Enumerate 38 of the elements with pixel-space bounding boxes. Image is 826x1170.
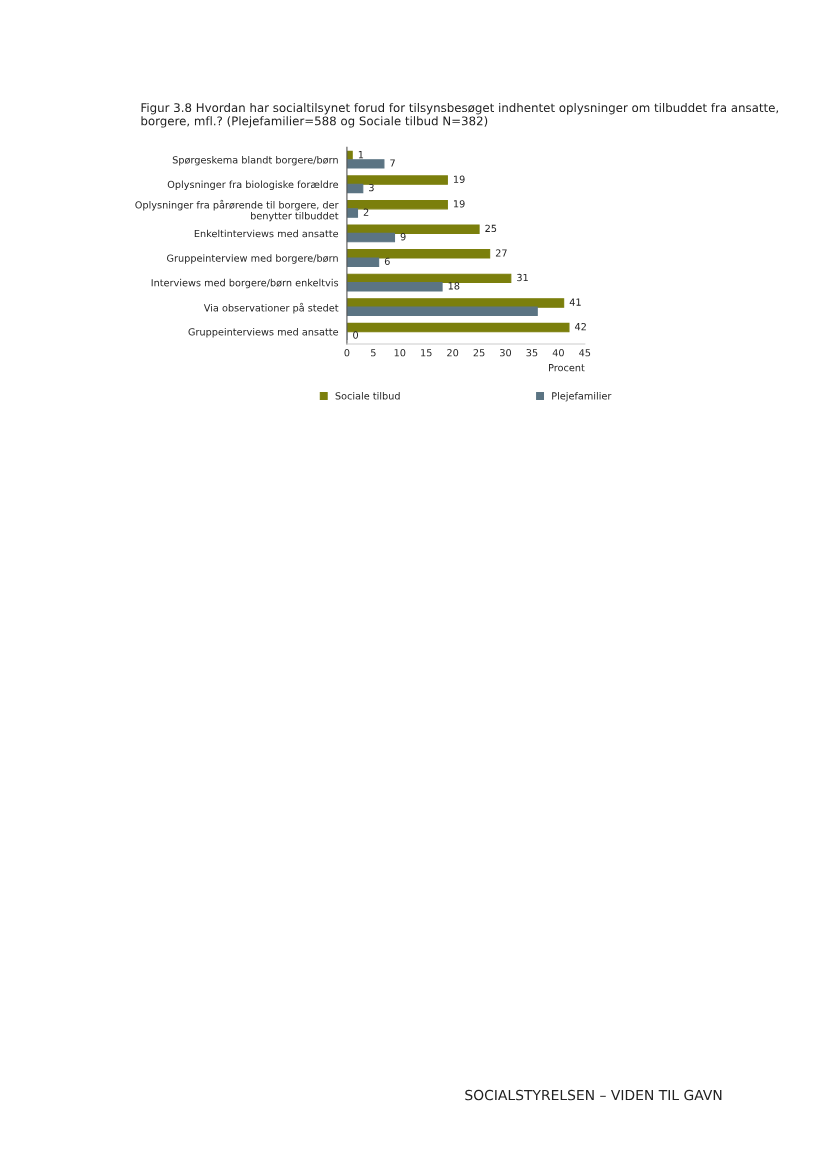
x-tick-label: 0 <box>344 349 350 357</box>
data-label: 2 <box>363 208 369 216</box>
y-tick-label: Enkeltinterviews med ansatte <box>194 229 339 238</box>
data-label: 19 <box>453 200 465 208</box>
data-label: 42 <box>574 322 586 331</box>
data-label: 9 <box>400 233 406 241</box>
y-tick-label: Spørgeskema blandt borgere/børn <box>172 156 338 166</box>
y-tick-label: Via observationer på stedet <box>203 302 339 314</box>
data-label: 31 <box>517 273 528 282</box>
data-label: 7 <box>390 159 395 167</box>
x-tick-label: 35 <box>526 349 538 357</box>
x-tick-label: 25 <box>473 349 485 357</box>
x-axis-title: Procent <box>549 364 585 372</box>
data-label: 1 <box>358 151 364 159</box>
data-label: 18 <box>448 282 460 290</box>
text: SOCIALSTYRELSEN – VIDEN TIL GAVN <box>465 1089 722 1101</box>
data-label: 25 <box>485 224 497 233</box>
y-tick-label: Gruppeinterview med borgere/børn <box>167 254 338 264</box>
data-label: 3 <box>369 183 374 192</box>
data-label: 0 <box>353 331 359 339</box>
x-tick-label: 15 <box>421 349 432 357</box>
data-label: 6 <box>384 257 390 265</box>
x-tick-label: 40 <box>552 349 564 357</box>
x-tick-label: 10 <box>394 349 406 357</box>
x-tick-label: 30 <box>500 349 512 357</box>
y-tick-label: Oplysninger fra pårørende til borgere, der benytter tilbuddet <box>135 199 339 222</box>
data-label: 41 <box>569 298 581 306</box>
y-tick-label: Oplysninger fra biologiske forældre <box>167 180 339 190</box>
data-label: 27 <box>495 249 507 257</box>
x-tick-label: 45 <box>579 349 591 357</box>
x-tick-label: 20 <box>447 349 459 357</box>
legend-label: Plejefamilier <box>552 392 612 402</box>
chart-title: Figur 3.8 Hvordan har socialtilsynet forud for tilsynsbesøget indhentet oplysninger om tilbuddet fra ansatte, borgere, mfl.? (Plejefamilier=588 og Sociale tilbud N=382) <box>141 102 779 128</box>
y-tick-label: Interviews med borgere/børn enkeltvis <box>151 278 339 289</box>
legend-label: Sociale tilbud <box>335 392 400 400</box>
y-tick-label: Gruppeinterviews med ansatte <box>188 328 339 338</box>
data-label: 19 <box>453 175 465 183</box>
x-tick-label: 5 <box>371 349 376 357</box>
